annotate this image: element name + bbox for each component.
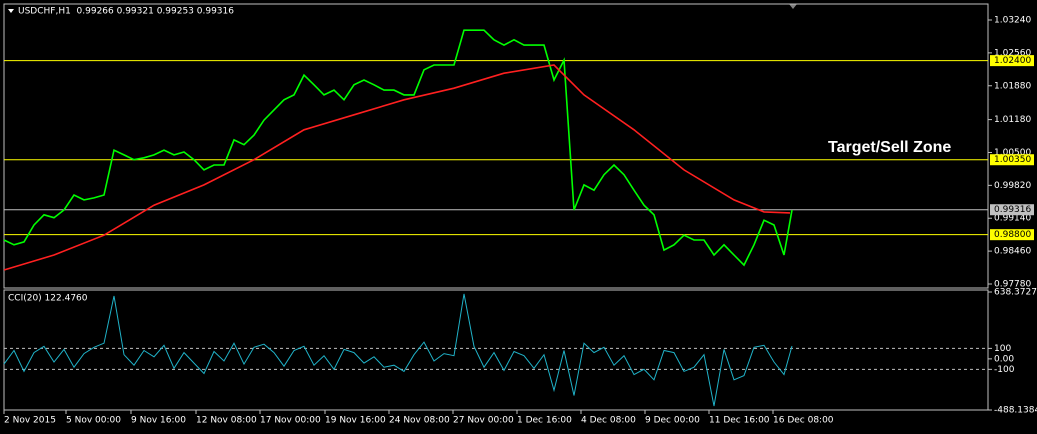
y-tick-label: 0.97780 <box>994 279 1031 289</box>
y-tick-label: 0.98460 <box>994 247 1031 257</box>
x-tick-label: 24 Nov 08:00 <box>389 416 450 426</box>
level-label-box <box>990 229 1034 241</box>
menu-arrow <box>8 9 14 13</box>
level-label: 0.98800 <box>994 230 1031 240</box>
panel-title: CCI(20) 122.4760 <box>8 294 88 304</box>
level-label: 1.00350 <box>994 155 1031 165</box>
y-tick-label: 638.3727 <box>994 288 1037 298</box>
x-tick-label: 9 Nov 16:00 <box>131 416 186 426</box>
y-tick-label: -100 <box>994 365 1015 375</box>
x-tick-label: 5 Nov 00:00 <box>66 416 121 426</box>
shift-marker <box>789 4 797 9</box>
y-tick-label: 100 <box>994 344 1011 354</box>
y-tick-label: 0.99820 <box>994 181 1031 191</box>
y-tick-label: 1.01180 <box>994 115 1031 125</box>
x-tick-label: 17 Nov 00:00 <box>260 416 321 426</box>
level-label: 0.99316 <box>994 205 1031 215</box>
y-tick-label: -488.1384 <box>994 406 1037 416</box>
x-tick-label: 27 Nov 00:00 <box>453 416 514 426</box>
series-line <box>3 293 793 407</box>
level-label-box <box>990 55 1034 67</box>
y-tick-label: 0.00 <box>994 354 1014 364</box>
y-tick-label: 1.01880 <box>994 81 1031 91</box>
x-tick-label: 9 Dec 00:00 <box>645 416 700 426</box>
y-tick-label: 0.99140 <box>994 214 1031 224</box>
x-tick-label: 16 Dec 08:00 <box>773 416 834 426</box>
series-line <box>3 64 791 271</box>
x-tick-label: 19 Nov 16:00 <box>325 416 386 426</box>
x-tick-label: 1 Dec 16:00 <box>517 416 572 426</box>
annotation: Target/Sell Zone <box>828 139 951 156</box>
level-label-box <box>990 204 1034 216</box>
panel-title: USDCHF,H1 0.99266 0.99321 0.99253 0.9931… <box>18 7 234 17</box>
y-tick-label: 1.02560 <box>994 48 1031 58</box>
x-tick-label: 4 Dec 08:00 <box>581 416 636 426</box>
series-line <box>3 29 793 267</box>
panel-frame <box>3 3 989 289</box>
level-label-box <box>990 154 1034 166</box>
x-tick-label: 12 Nov 08:00 <box>196 416 257 426</box>
y-tick-label: 1.03240 <box>994 16 1031 26</box>
x-tick-label: 2 Nov 2015 <box>4 416 56 426</box>
level-label: 1.02400 <box>994 56 1031 66</box>
y-tick-label: 1.00500 <box>994 148 1031 158</box>
x-tick-label: 11 Dec 16:00 <box>709 416 770 426</box>
panel-frame <box>3 289 989 411</box>
